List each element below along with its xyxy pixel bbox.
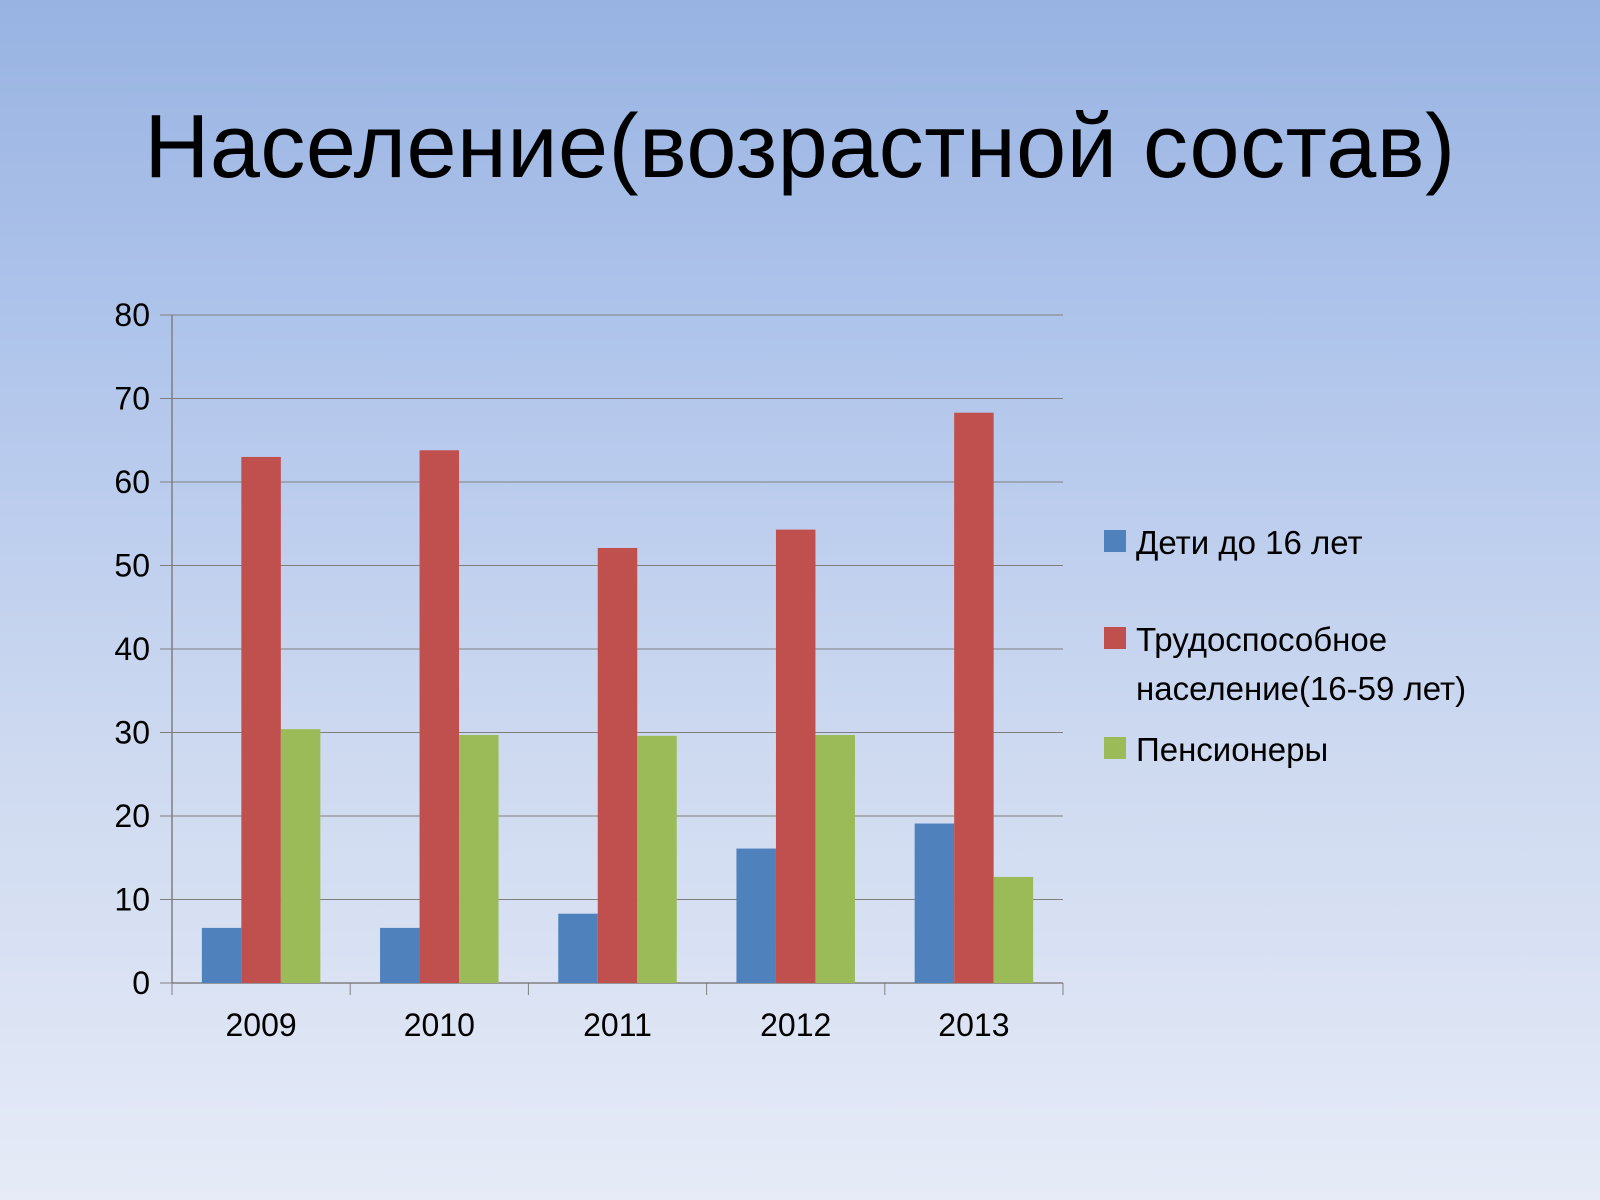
x-tick-label: 2012 bbox=[760, 1007, 831, 1043]
bar-2012-series-2 bbox=[775, 529, 816, 983]
bar-2009-series-2 bbox=[241, 456, 281, 983]
bar-2009-series-3 bbox=[280, 729, 321, 983]
bar-2011-series-3 bbox=[637, 735, 677, 983]
legend-item: Пенсионеры bbox=[1104, 725, 1564, 774]
x-axis-ticks: 2009 2010 2011 2012 2013 bbox=[226, 1007, 1010, 1043]
bar-2010-series-1 bbox=[380, 927, 420, 983]
bar-2013-series-1 bbox=[914, 823, 955, 983]
y-tick-label: 60 bbox=[114, 464, 150, 500]
legend-label: Дети до 16 лет bbox=[1136, 524, 1363, 561]
x-tick-label: 2013 bbox=[938, 1007, 1009, 1043]
bar-2013-series-2 bbox=[954, 412, 994, 983]
y-tick-label: 50 bbox=[114, 548, 150, 584]
bar-2010-series-2 bbox=[419, 450, 460, 983]
legend-label: Пенсионеры bbox=[1136, 731, 1329, 768]
bar-2012-series-1 bbox=[736, 848, 776, 983]
legend-label: Трудоспособное население(16-59 лет) bbox=[1136, 621, 1467, 707]
y-tick-label: 70 bbox=[114, 381, 150, 417]
bar-2011-series-2 bbox=[597, 547, 638, 983]
y-tick-label: 10 bbox=[114, 882, 150, 918]
bar-2010-series-3 bbox=[459, 735, 499, 983]
x-tick-label: 2011 bbox=[583, 1007, 652, 1043]
y-axis-ticks: 0 10 20 30 40 50 60 70 80 bbox=[114, 297, 150, 1001]
legend: Дети до 16 лет Трудоспособное население(1… bbox=[1104, 518, 1564, 786]
legend-swatch bbox=[1104, 530, 1126, 552]
y-tick-label: 40 bbox=[114, 631, 150, 667]
y-tick-label: 30 bbox=[114, 715, 150, 751]
slide-title: Население(возрастной состав) bbox=[144, 97, 1456, 197]
y-tick-label: 20 bbox=[114, 798, 150, 834]
x-tick-label: 2009 bbox=[226, 1007, 297, 1043]
legend-swatch bbox=[1104, 627, 1126, 649]
y-tick-label: 0 bbox=[132, 965, 150, 1001]
bar-chart: 0 10 20 30 40 50 60 70 80 2009 2010 2011 2012 2013 bbox=[114, 297, 1064, 1043]
legend-item: Дети до 16 лет bbox=[1104, 518, 1564, 567]
bars bbox=[201, 412, 1034, 983]
bar-2012-series-3 bbox=[815, 735, 855, 983]
bar-2011-series-1 bbox=[558, 913, 598, 983]
y-tick-label: 80 bbox=[114, 297, 150, 333]
bar-2009-series-1 bbox=[201, 927, 242, 983]
x-tick-label: 2010 bbox=[404, 1007, 475, 1043]
legend-swatch bbox=[1104, 737, 1126, 759]
legend-item: Трудоспособное население(16-59 лет) bbox=[1104, 615, 1564, 713]
bar-2013-series-3 bbox=[993, 876, 1034, 983]
